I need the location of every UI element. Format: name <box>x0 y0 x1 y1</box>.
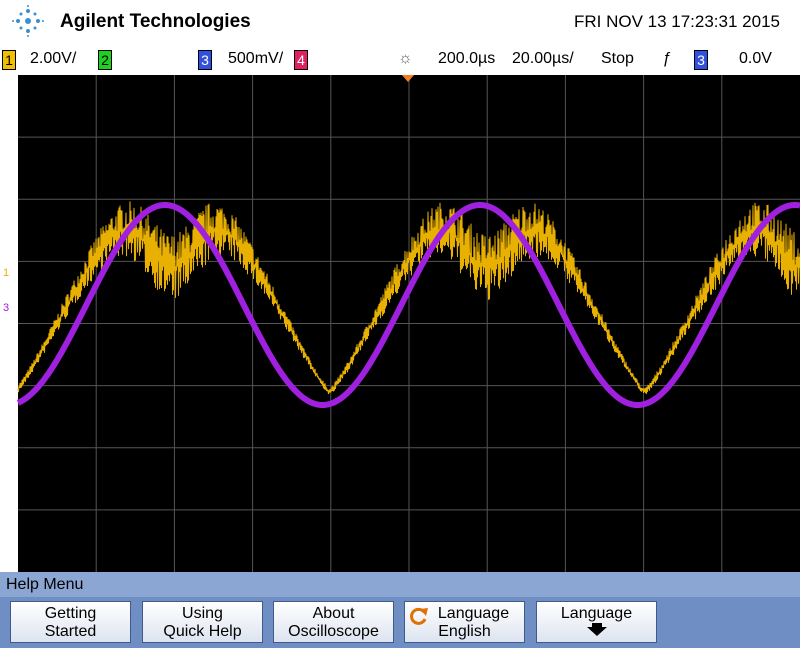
brand: Agilent Technologies <box>60 11 251 32</box>
key-text: English <box>438 623 491 640</box>
menu-title: Help Menu <box>0 572 800 597</box>
timebase: 20.00µs/ <box>512 50 574 67</box>
key-text: About <box>312 605 355 622</box>
ch3-label: 3 <box>198 50 212 70</box>
key-text: Oscilloscope <box>288 623 379 640</box>
run-state: Stop <box>601 50 634 67</box>
ch2-label: 2 <box>98 50 112 70</box>
key-text: Getting <box>44 605 97 622</box>
key-text: Started <box>44 623 97 640</box>
delay: 200.0µs <box>438 50 496 67</box>
ch3-marker: 3 <box>3 302 9 314</box>
trigger-pos <box>402 75 414 82</box>
ch3-trace <box>16 202 800 408</box>
delay-icon: ☼ <box>398 50 413 67</box>
key-text: Language <box>437 605 510 622</box>
softkey[interactable]: Language <box>536 601 657 643</box>
down-arrow <box>586 623 607 636</box>
softkey[interactable]: About Oscilloscope <box>273 601 394 643</box>
key-text: Quick Help <box>163 623 242 640</box>
rotate-icon <box>410 607 428 625</box>
ch1-marker: 1 <box>3 267 9 279</box>
header: Agilent Technologies FRI NOV 13 17:23:31… <box>0 0 800 44</box>
softkey[interactable]: Getting Started <box>10 601 131 643</box>
datetime: FRI NOV 13 17:23:31 2015 <box>573 12 780 31</box>
softkey-menu: Help Menu Getting Started Using Quick Help… <box>0 572 800 648</box>
key-text: Language <box>560 605 633 622</box>
ch4-label: 4 <box>294 50 308 70</box>
screen: 1 3 <box>0 75 800 572</box>
trigger-source: 3 <box>694 50 708 70</box>
ch1-scale: 2.00V/ <box>30 50 77 67</box>
key-text: Using <box>182 605 223 622</box>
ch3-scale: 500mV/ <box>228 50 284 67</box>
ch1-trace <box>17 201 800 395</box>
trigger-icon: ƒ <box>662 50 671 67</box>
softkey[interactable]: Using Quick Help <box>142 601 263 643</box>
trigger-level: 0.0V <box>739 50 772 67</box>
logo <box>12 5 44 37</box>
softkey[interactable]: Language English <box>404 601 525 643</box>
status-bar: 1 2.00V/ 2 3 500mV/ 4 ☼ 200.0µs 20.00µs/… <box>0 44 800 75</box>
ch1-label: 1 <box>2 50 16 70</box>
